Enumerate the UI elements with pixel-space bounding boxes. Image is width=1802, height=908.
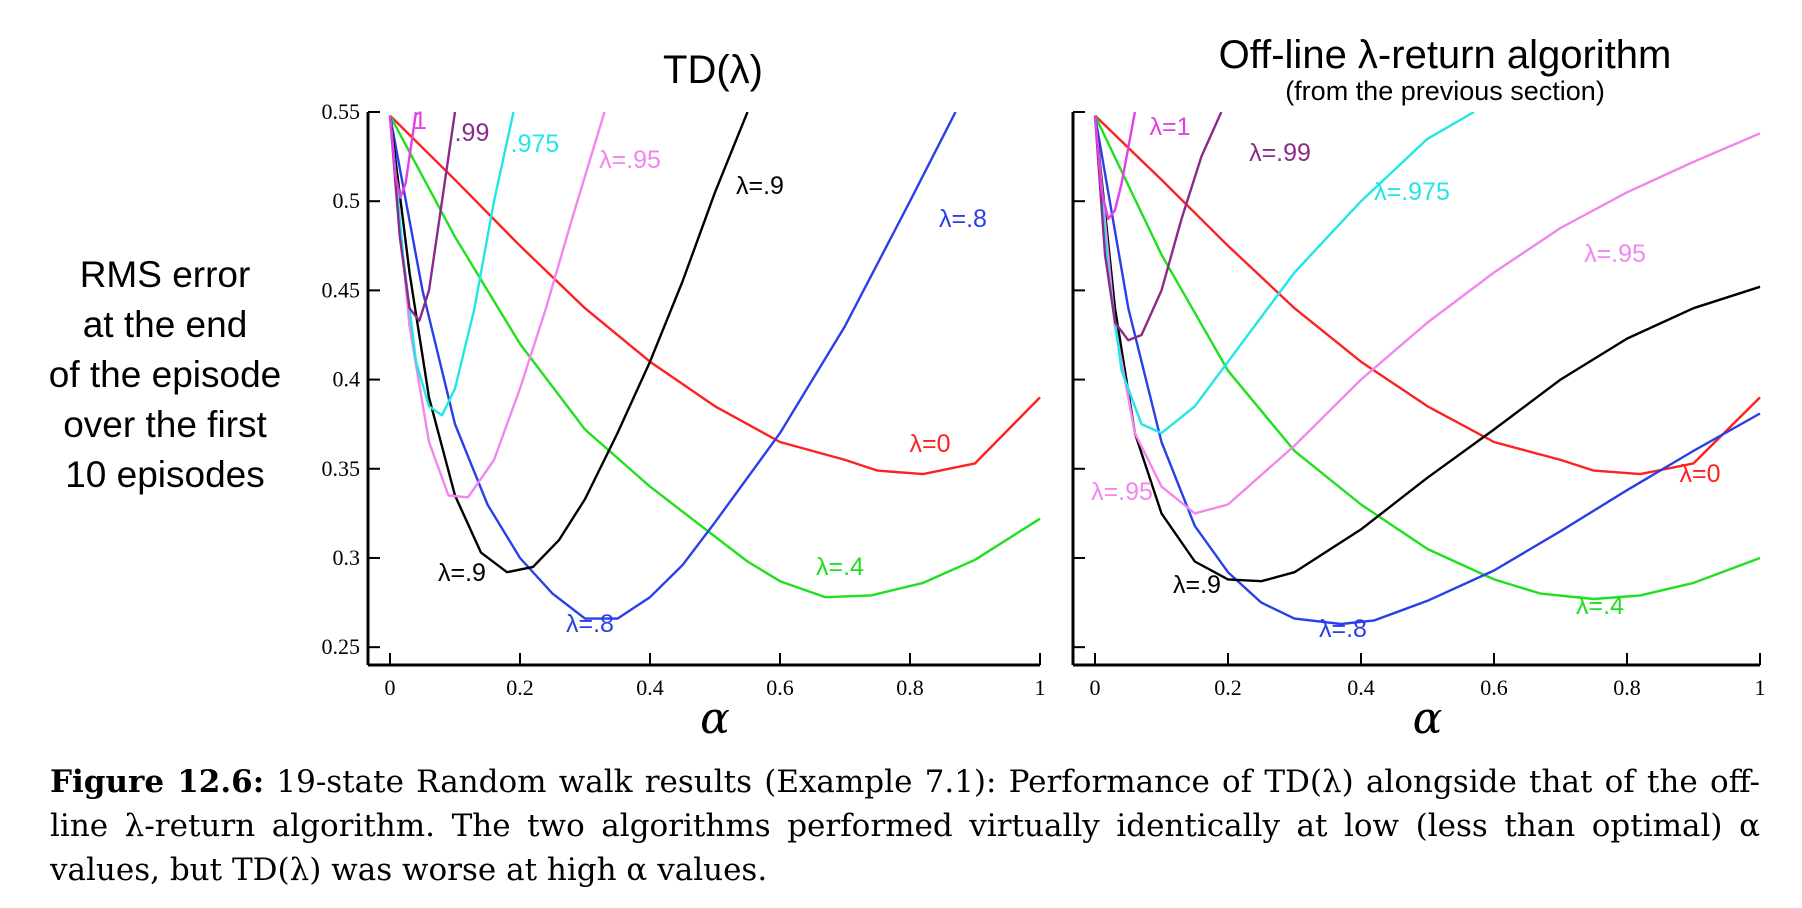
series-label: λ=.99: [1249, 139, 1311, 167]
series-label: λ=.9: [1173, 571, 1221, 599]
x-tick-label: 0.4: [1347, 675, 1375, 700]
series-label: 1: [413, 107, 427, 135]
series-label: λ=.95: [1091, 478, 1153, 506]
y-tick-label: 0.3: [333, 545, 361, 570]
y-axis-label-line-5: 10 episodes: [65, 454, 265, 495]
y-tick-label: 0.5: [333, 188, 361, 213]
x-axis-label: α: [1413, 693, 1443, 744]
series-line-4: [388, 115, 1041, 599]
chart-subtitle-offline: (from the previous section): [1285, 76, 1605, 106]
series-line-95: [388, 112, 606, 499]
series-label: λ=.8: [566, 610, 614, 638]
series-label: λ=.95: [599, 146, 661, 174]
x-tick-label: 0.8: [896, 675, 924, 700]
series-line-975: [1093, 112, 1475, 435]
x-tick-label: 0.6: [766, 675, 794, 700]
series-label: λ=.8: [939, 205, 987, 233]
y-axis-label-line-4: over the first: [63, 404, 267, 445]
x-tick-label: 0.6: [1480, 675, 1508, 700]
y-tick-label: 0.45: [322, 277, 361, 302]
y-axis-label-line-1: RMS error: [79, 254, 251, 295]
plot-area-td-lambda: 0.25 0.3 0.35 0.4 0.45 0.5 0.55 0 0.2 0.4 0.6 0.8 1 α…: [322, 99, 1046, 744]
series-line-0: [389, 114, 1041, 476]
panel-td-lambda: TD(λ) 0.250.30.350.40.450.50.550 0.2 0.4 0.…: [322, 48, 1046, 744]
series-line-95: [1093, 115, 1761, 515]
series-label: .975: [511, 130, 560, 158]
series-label: λ=0: [1679, 460, 1720, 488]
series-line-9: [1093, 115, 1761, 583]
series-label: λ=.975: [1374, 178, 1450, 206]
series-label: λ=.4: [816, 553, 864, 581]
x-tick-label: 0.2: [1214, 675, 1242, 700]
series-line-4: [1093, 115, 1761, 601]
series-label: λ=.4: [1576, 592, 1624, 620]
series-label: λ=1: [1149, 113, 1190, 141]
x-tick-label: 1: [1035, 675, 1046, 700]
series-line-1: [1093, 112, 1137, 221]
y-axis-label-line-3: of the episode: [48, 354, 282, 395]
plot-area-offline: 0 0.2 0.4 0.6 0.8 1 α λ=0 λ=.4 λ=.8 λ=.9 λ=.95 λ=.97…: [1071, 111, 1766, 744]
figure-caption: Figure 12.6: 19-state Random walk result…: [50, 760, 1760, 892]
series-line-1: [388, 112, 418, 199]
y-axis-label-line-2: at the end: [82, 304, 248, 345]
panel-offline-lambda-return: Off-line λ-return algorithm (from the pr…: [1071, 33, 1766, 744]
y-tick-label: 0.25: [322, 634, 361, 659]
series-line-8: [388, 112, 957, 620]
series-line-99: [1093, 112, 1223, 342]
figure-canvas: TD(λ) 0.250.30.350.40.450.50.550 0.2 0.4 0.…: [322, 33, 1766, 744]
y-axis-label: RMS error at the end of the episode over…: [20, 250, 310, 500]
series-label: λ=.9: [736, 172, 784, 200]
x-axis-label: α: [700, 693, 730, 744]
series-label: λ=0: [909, 430, 950, 458]
series-line-9: [388, 112, 749, 574]
y-tick-label: 0.4: [333, 367, 361, 392]
series-label: .99: [455, 119, 490, 147]
x-tick-label: 0.8: [1613, 675, 1641, 700]
x-tick-label: 1: [1755, 675, 1766, 700]
series-line-99: [388, 112, 457, 322]
series-line-8: [1093, 115, 1761, 626]
x-tick-label: 0: [1090, 675, 1101, 700]
chart-title-offline: Off-line λ-return algorithm: [1219, 33, 1672, 77]
series-label: λ=.9: [438, 559, 486, 587]
y-tick-label: 0.35: [322, 456, 361, 481]
series-label: λ=.95: [1584, 240, 1646, 268]
y-tick-label: 0.55: [322, 99, 361, 124]
series-line-0: [1094, 114, 1761, 476]
chart-title-td-lambda: TD(λ): [663, 48, 763, 92]
series-label: λ=.8: [1319, 615, 1367, 643]
x-tick-label: 0.4: [636, 675, 664, 700]
x-tick-label: 0: [385, 675, 396, 700]
caption-text: 19-state Random walk results (Example 7.…: [50, 764, 1770, 888]
caption-label: Figure 12.6:: [50, 764, 265, 800]
x-tick-label: 0.2: [506, 675, 534, 700]
